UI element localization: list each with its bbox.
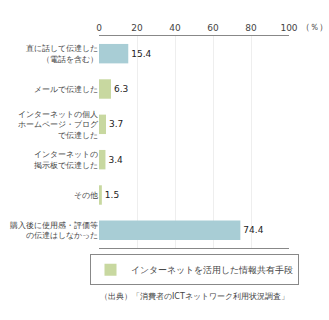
svg-text:その他: その他 [74, 191, 98, 200]
svg-text:（％）: （％） [301, 22, 328, 32]
svg-text:1.5: 1.5 [105, 190, 119, 200]
svg-text:0: 0 [96, 23, 102, 33]
svg-text:60: 60 [207, 23, 219, 33]
svg-text:15.4: 15.4 [131, 49, 151, 59]
svg-text:インターネットを活用した情報共有手段: インターネットを活用した情報共有手段 [131, 265, 293, 275]
svg-text:3.7: 3.7 [109, 119, 123, 129]
svg-text:80: 80 [245, 23, 257, 33]
svg-text:40: 40 [169, 23, 181, 33]
svg-text:20: 20 [131, 23, 143, 33]
svg-text:74.4: 74.4 [243, 225, 263, 235]
svg-text:インターネットの個人ホームページ・ブログで伝達した: インターネットの個人ホームページ・ブログで伝達した [18, 110, 99, 140]
svg-text:インターネットの掲示板で伝達した: インターネットの掲示板で伝達した [34, 150, 98, 169]
svg-text:直に話して伝達した（電話を含む）: 直に話して伝達した（電話を含む） [26, 44, 98, 63]
svg-text:6.3: 6.3 [114, 84, 128, 94]
svg-text:購入後に使用感・評価等の伝達はしなかった: 購入後に使用感・評価等の伝達はしなかった [10, 221, 98, 240]
svg-text:メールで伝達した: メールで伝達した [34, 85, 98, 94]
svg-text:100: 100 [280, 23, 297, 33]
svg-text:（出典）「消費者のICTネットワーク利用状況調査」: （出典）「消費者のICTネットワーク利用状況調査」 [100, 292, 289, 301]
svg-text:3.4: 3.4 [108, 155, 123, 165]
